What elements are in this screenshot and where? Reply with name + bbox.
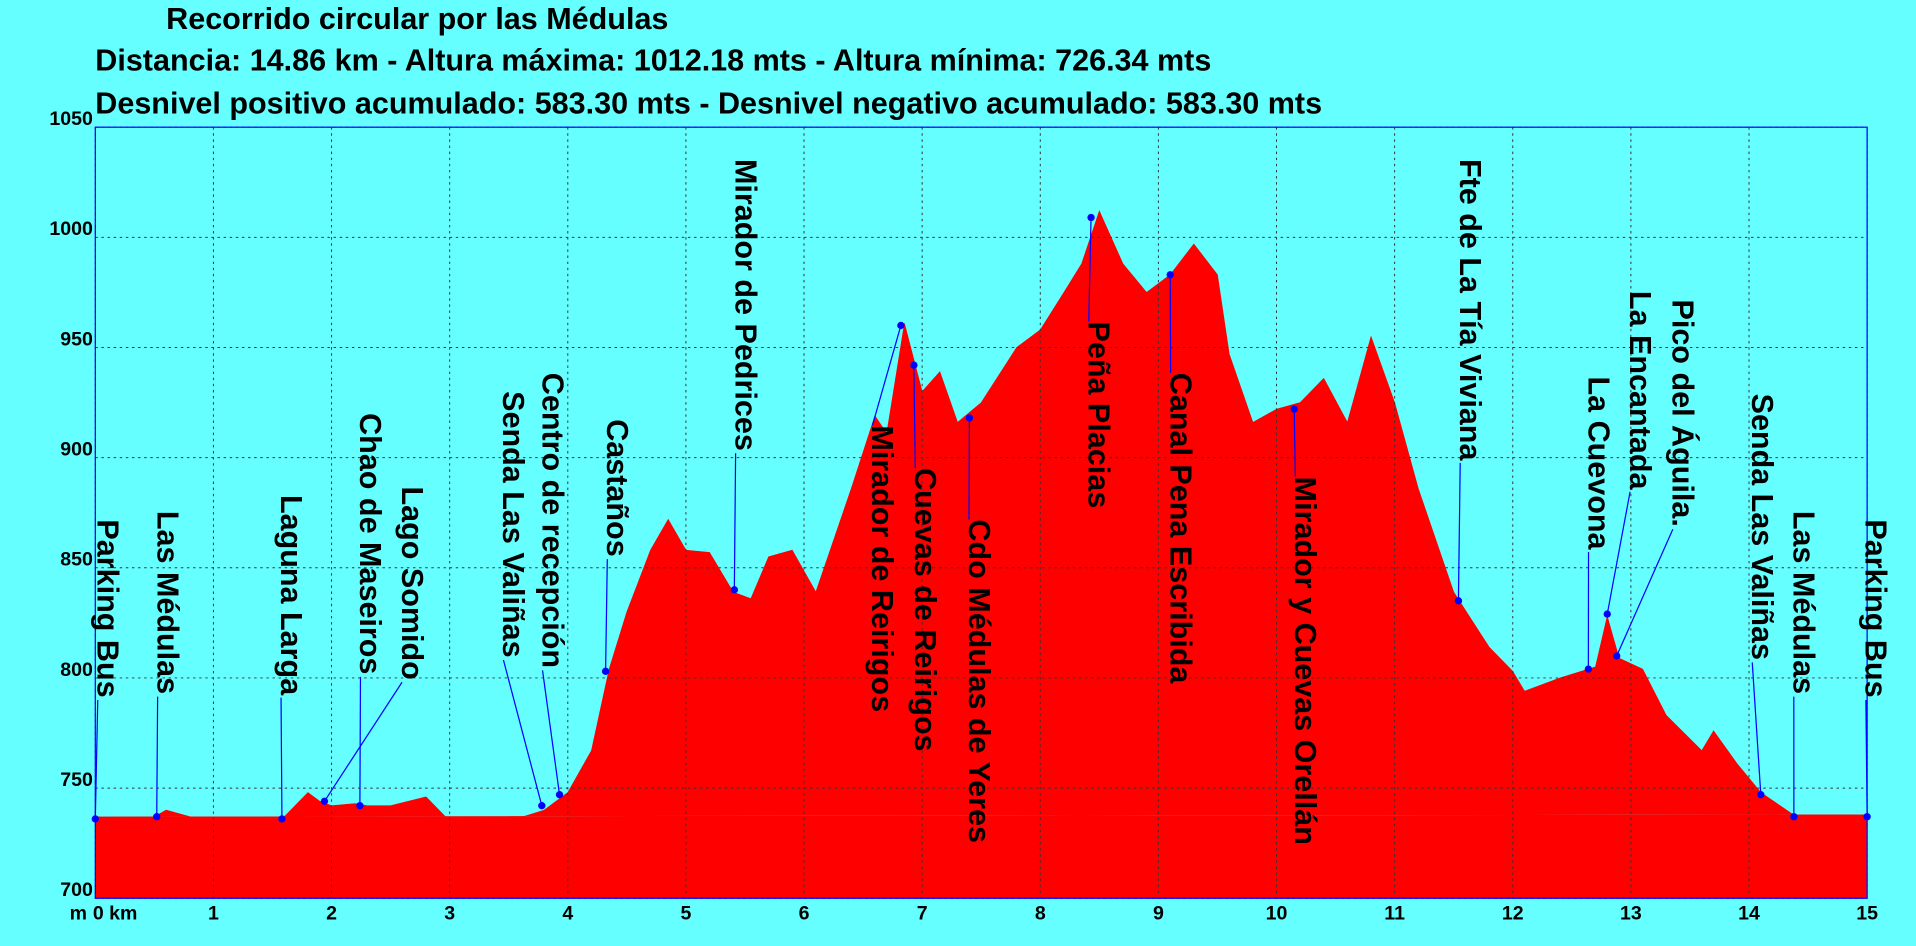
x-tick-label: 10 [1266, 902, 1288, 924]
x-tick-label: 9 [1153, 902, 1164, 924]
waypoint-connector [502, 659, 543, 806]
y-tick-label: 1000 [49, 218, 93, 240]
waypoint-label: Mirador de Pedrices [728, 159, 762, 451]
waypoint-marker [555, 791, 564, 799]
waypoint-marker [1087, 213, 1095, 222]
waypoint-marker [1757, 791, 1765, 799]
x-tick-label: 11 [1384, 902, 1405, 924]
waypoint-connector [1751, 662, 1762, 795]
waypoint-marker [1603, 610, 1611, 618]
waypoint-marker [91, 815, 99, 823]
waypoint-connector [913, 365, 916, 469]
y-tick-label: 1050 [49, 108, 93, 130]
waypoint-marker [965, 414, 974, 422]
y-axis-label: m [70, 902, 87, 924]
y-tick-label: 900 [60, 438, 93, 460]
waypoint-label: Canal Pena Escribida [1163, 373, 1197, 685]
waypoint-connector [156, 696, 159, 817]
waypoint-marker [1613, 652, 1621, 660]
x-tick-label: 8 [1035, 902, 1046, 924]
waypoint-label: Parking Bus [91, 519, 125, 697]
waypoint-connector [359, 676, 362, 806]
x-tick-label: 15 [1856, 902, 1878, 924]
waypoint-marker [1584, 665, 1593, 673]
waypoint-label: Las Médulas [1787, 511, 1821, 694]
waypoint-label: Cuevas de Reirigos [908, 468, 942, 751]
waypoint-marker [356, 802, 364, 810]
x-tick-label: 2 [326, 902, 337, 924]
waypoint-connector [733, 453, 737, 590]
y-tick-label: 800 [60, 659, 93, 681]
waypoint-label: Castaños [600, 419, 634, 556]
waypoint-marker [1290, 405, 1298, 413]
y-tick-label: 850 [60, 549, 93, 571]
area-base [95, 814, 1868, 899]
waypoint-marker [320, 797, 329, 805]
waypoint-connector [280, 697, 283, 819]
waypoint-label: Pico del Águila. [1666, 299, 1701, 526]
chart-title: Recorrido circular por las Médulas [166, 2, 668, 36]
waypoint-label: Senda Las Valiñas [496, 391, 530, 657]
waypoint-marker [538, 802, 546, 810]
waypoint-connector [1606, 491, 1631, 615]
x-tick-label: 13 [1620, 902, 1642, 924]
waypoint-label: La Encantada [1623, 291, 1657, 491]
waypoint-label: Lago Somido [395, 486, 429, 679]
y-tick-label: 700 [60, 879, 93, 901]
waypoint-marker [1790, 813, 1798, 821]
waypoint-label: Senda Las Valiñas [1745, 394, 1779, 660]
chart-subtitle: Distancia: 14.86 km - Altura máxima: 101… [95, 43, 1211, 77]
x-tick-label: 7 [917, 902, 928, 924]
elevation-area [95, 210, 1868, 842]
x-tick-label: 14 [1738, 902, 1760, 924]
waypoint-marker [1454, 597, 1463, 605]
waypoint-label: Fte de La Tía Viviana [1453, 159, 1487, 461]
waypoint-marker [910, 361, 918, 369]
x-tick-label: 1 [208, 902, 219, 924]
x-tick-label: 6 [799, 902, 810, 924]
x-tick-label: 5 [680, 902, 691, 924]
waypoint-marker [730, 586, 739, 594]
waypoint-marker [897, 321, 905, 330]
waypoint-connector [323, 681, 403, 802]
waypoint-connector [1457, 462, 1461, 601]
plot-frame [94, 126, 1868, 899]
waypoint-connector [1865, 700, 1868, 817]
waypoint-label: La Cuevona [1581, 376, 1615, 550]
waypoint-label: Peña Placias [1082, 321, 1116, 508]
waypoint-marker [1863, 813, 1871, 821]
y-tick-label: 750 [60, 769, 93, 791]
waypoint-marker [278, 815, 286, 823]
waypoint-connector [1293, 409, 1296, 477]
x-tick-label: 3 [444, 902, 455, 924]
waypoint-connector [541, 670, 561, 795]
waypoint-label: Mirador de Reirigos [865, 425, 899, 712]
x-tick-label: 0 km [93, 902, 138, 924]
x-tick-label: 12 [1502, 902, 1524, 924]
waypoint-label: Chao de Maseiros [353, 413, 387, 674]
waypoint-label: Cdo Médulas de Yeres [962, 519, 996, 843]
waypoint-label: Mirador y Cuevas Orellán [1288, 477, 1322, 845]
waypoint-connector [1088, 217, 1092, 322]
chart-subtitle: Desnivel positivo acumulado: 583.30 mts … [95, 86, 1322, 120]
waypoint-label: Las Médulas [150, 511, 184, 694]
waypoint-label: Centro de recepción [535, 373, 569, 668]
y-tick-label: 950 [60, 328, 93, 350]
waypoint-connector [871, 325, 902, 426]
waypoint-connector [604, 559, 608, 672]
waypoint-connector [94, 700, 99, 819]
waypoint-marker [601, 667, 610, 675]
waypoint-label: Parking Bus [1859, 519, 1893, 697]
waypoint-marker [153, 813, 161, 821]
waypoint-label: Laguna Larga [274, 495, 308, 696]
waypoint-connector [1616, 529, 1674, 657]
waypoint-marker [1166, 271, 1174, 279]
x-tick-label: 4 [562, 902, 573, 924]
